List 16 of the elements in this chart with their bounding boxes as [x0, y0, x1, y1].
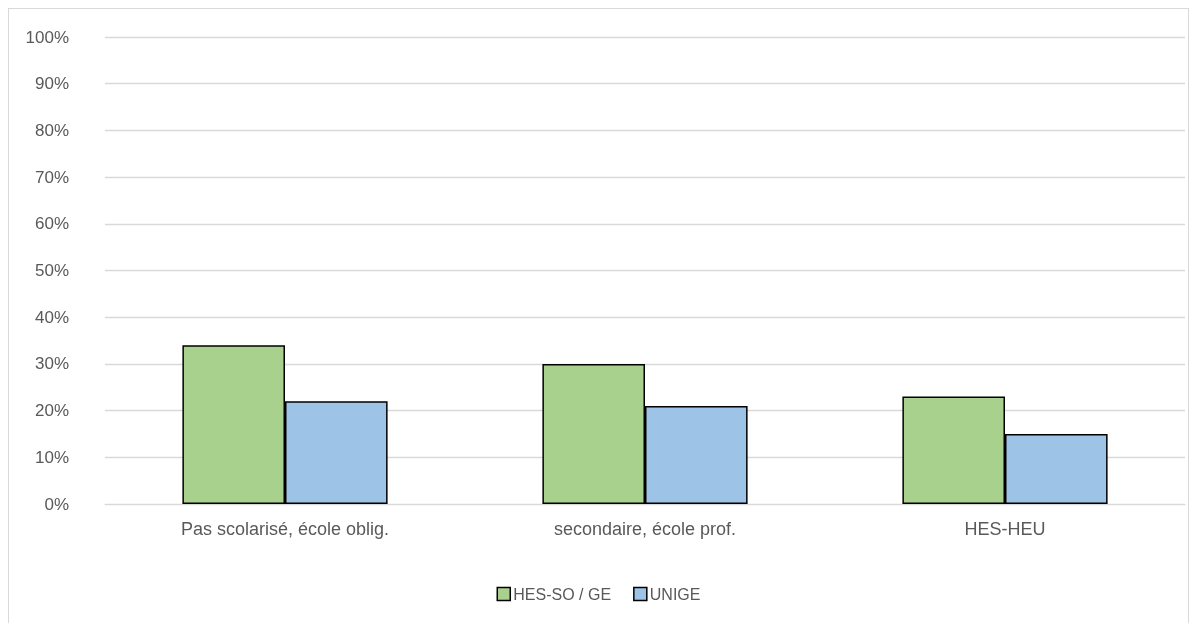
x-tick-label: HES-HEU — [964, 519, 1046, 539]
y-tick-label: 100% — [25, 27, 69, 47]
legend-label: UNIGE — [649, 585, 701, 603]
y-tick-label: 50% — [34, 261, 69, 280]
legend-label: HES-SO / GE — [513, 585, 612, 603]
y-tick-label: 10% — [34, 447, 69, 467]
y-tick-label: 80% — [34, 120, 69, 140]
x-tick-label: Pas scolarisé, école oblig. — [180, 519, 390, 539]
y-tick-label: 70% — [34, 167, 69, 187]
y-tick-label: 60% — [34, 214, 69, 234]
x-tick-label: secondaire, école prof. — [553, 519, 737, 539]
y-tick-label: 20% — [34, 401, 69, 421]
y-tick-label: 30% — [34, 354, 69, 374]
y-tick-label: 40% — [34, 307, 69, 327]
y-tick-label: 0% — [44, 494, 69, 514]
y-tick-label: 90% — [34, 74, 69, 94]
